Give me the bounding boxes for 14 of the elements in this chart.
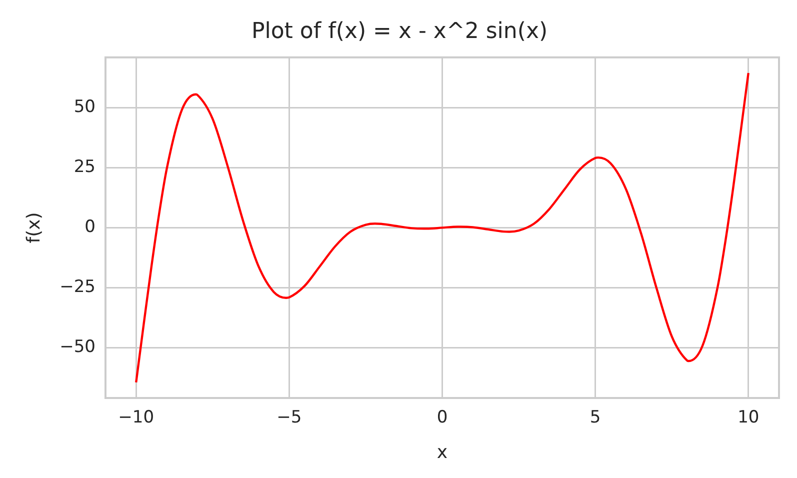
x-tick-label: −10 — [118, 408, 154, 428]
y-tick-label: 0 — [84, 217, 96, 238]
y-axis-title: f(x) — [23, 212, 44, 244]
x-tick-label: 0 — [436, 408, 448, 428]
x-axis-title: x — [436, 442, 448, 463]
chart-title: Plot of f(x) = x - x^2 sin(x) — [251, 18, 548, 44]
line-series — [134, 72, 750, 384]
y-tick-label: −25 — [60, 277, 96, 298]
y-tick-label: 50 — [74, 97, 96, 118]
x-tick-label: −5 — [276, 408, 302, 428]
y-tick-label: 25 — [74, 157, 96, 178]
x-tick-label: 5 — [590, 408, 601, 428]
y-tick-label: −50 — [60, 337, 96, 358]
x-tick-label: 10 — [738, 408, 760, 428]
